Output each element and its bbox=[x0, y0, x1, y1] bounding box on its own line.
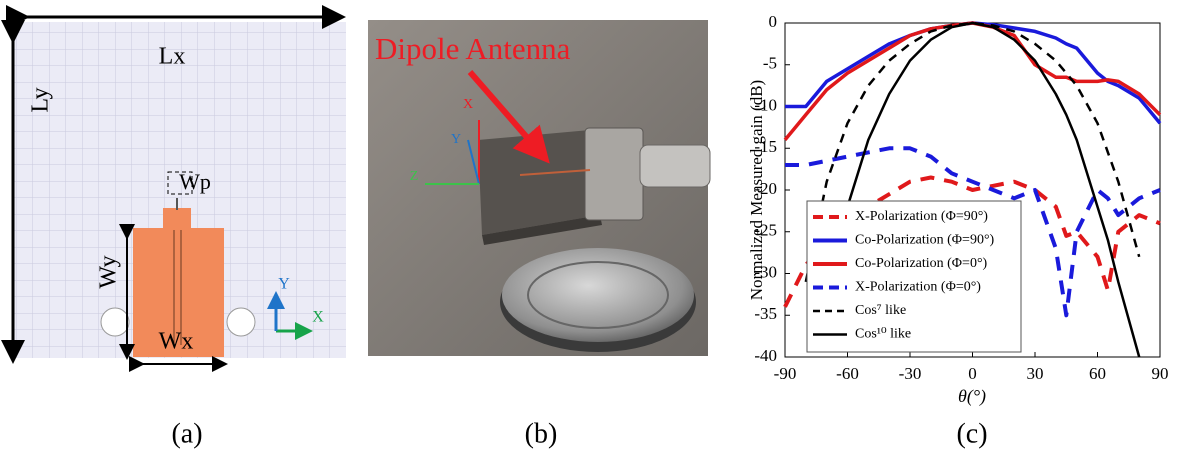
dipole-trace bbox=[519, 169, 591, 176]
y-tick-label: -5 bbox=[763, 54, 777, 73]
feed-line bbox=[173, 230, 182, 345]
x-tick-label: -90 bbox=[774, 364, 797, 383]
x-tick-label: 60 bbox=[1089, 364, 1106, 383]
label-lx: Lx bbox=[159, 44, 186, 70]
photo-label-y: Y bbox=[451, 132, 461, 147]
legend-label: X-Polarization (Φ=0°) bbox=[855, 280, 981, 295]
x-tick-label: -60 bbox=[836, 364, 859, 383]
hole bbox=[100, 307, 130, 337]
y-tick-label: -35 bbox=[754, 304, 777, 323]
panel-c: θ(°) Normalized Measured gain (dB) (c) 0… bbox=[747, 12, 1169, 450]
x-tick-label: -30 bbox=[899, 364, 922, 383]
photo-label-x: X bbox=[463, 97, 473, 112]
x-tick-label: 30 bbox=[1027, 364, 1044, 383]
series-line bbox=[783, 175, 1161, 308]
series-line bbox=[785, 146, 1161, 318]
wp-box bbox=[167, 171, 193, 195]
label-wp: Wp bbox=[179, 169, 211, 194]
caption: (c) bbox=[956, 418, 987, 449]
antenna-substrate bbox=[478, 130, 600, 235]
photo-title: Dipole Antenna bbox=[375, 31, 571, 66]
legend-label: Cos⁷ like bbox=[855, 303, 906, 318]
y-tick-label: -20 bbox=[754, 179, 777, 198]
x-tick-label: 0 bbox=[968, 364, 977, 383]
y-tick-label: -10 bbox=[754, 95, 777, 114]
photo-axis-y bbox=[467, 139, 480, 185]
legend-box bbox=[806, 200, 1022, 353]
label-wx: Wx bbox=[159, 329, 194, 355]
label-ly: Ly bbox=[28, 87, 54, 112]
y-tick-label: -40 bbox=[754, 346, 777, 365]
coin-ring bbox=[527, 261, 669, 329]
caption: (a) bbox=[171, 418, 202, 449]
connector-body bbox=[584, 127, 644, 221]
pointer-arrow bbox=[467, 70, 550, 164]
y-tick-label: -15 bbox=[754, 137, 777, 156]
hole bbox=[226, 307, 256, 337]
y-tick-label: 0 bbox=[769, 12, 778, 31]
y-tick-label: -25 bbox=[754, 221, 777, 240]
caption: (b) bbox=[525, 418, 558, 449]
legend-label: X-Polarization (Φ=90°) bbox=[855, 209, 988, 224]
panel-a: Lx Ly Wp Wy Wx Y X (a) bbox=[1, 5, 346, 449]
legend-label: Cos¹⁰ like bbox=[855, 327, 911, 342]
connector-sma bbox=[639, 144, 711, 188]
photo-label-z: Z bbox=[410, 169, 419, 184]
y-axis-label: Normalized Measured gain (dB) bbox=[747, 80, 766, 300]
legend-label: Co-Polarization (Φ=0°) bbox=[855, 256, 988, 271]
label-axis-y: Y bbox=[278, 276, 290, 293]
series-line bbox=[804, 21, 1141, 283]
x-axis-label: θ(°) bbox=[958, 386, 986, 407]
x-tick-label: 90 bbox=[1152, 364, 1169, 383]
panel-b: Dipole Antenna X Y Z (b) bbox=[368, 20, 711, 449]
dipole-patch bbox=[133, 208, 224, 357]
antenna-side bbox=[482, 215, 602, 245]
series-line bbox=[825, 21, 1141, 358]
legend-label: Co-Polarization (Φ=90°) bbox=[855, 233, 995, 248]
label-axis-x: X bbox=[312, 309, 324, 326]
label-wy: Wy bbox=[96, 255, 122, 288]
y-tick-label: -30 bbox=[754, 262, 777, 281]
